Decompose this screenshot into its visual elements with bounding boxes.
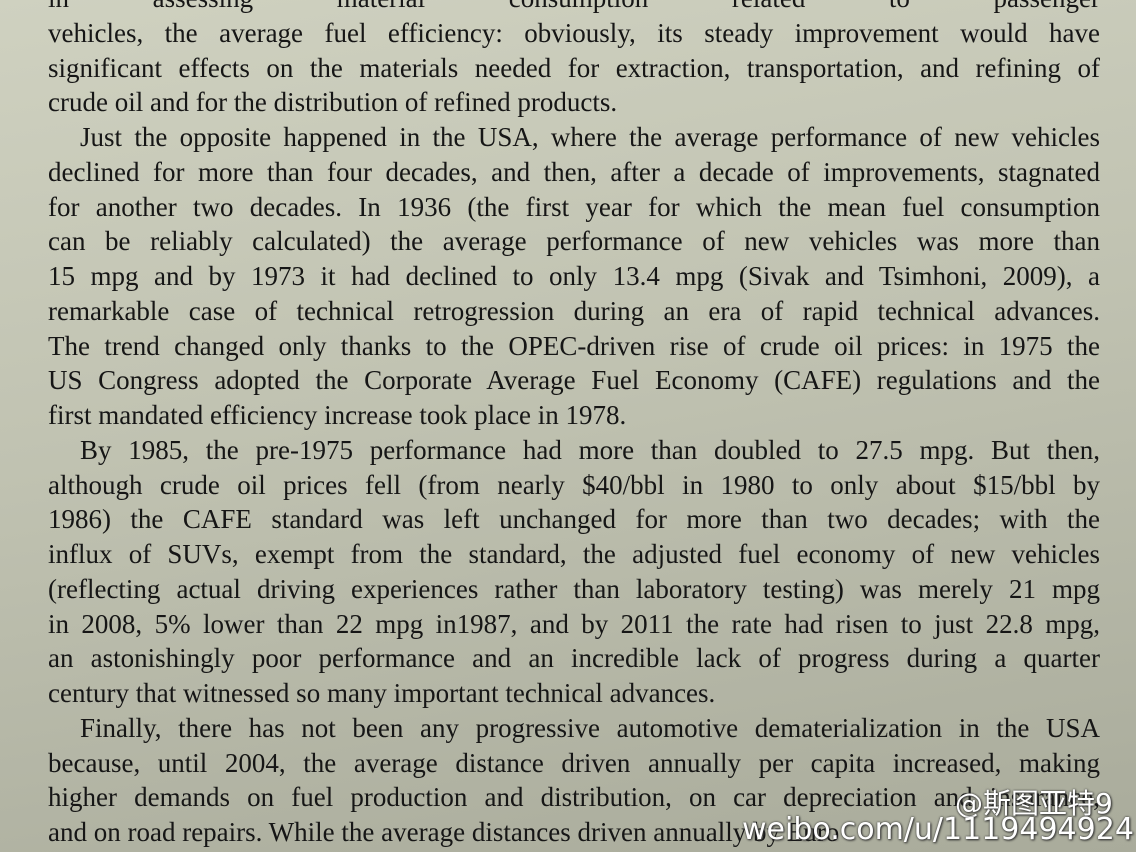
text-line: century that witnessed so many important…: [48, 678, 716, 708]
text-line: 1986) the CAFE standard was left unchang…: [48, 504, 1100, 535]
text-line: influx of SUVs, exempt from the standard…: [48, 539, 1100, 569]
text-line: crude oil and for the distribution of re…: [48, 87, 618, 118]
text-line: Finally, there has not been any progress…: [80, 712, 1100, 743]
watermark-handle: @斯图亚特9: [955, 787, 1113, 820]
text-line: because, until 2004, the average distanc…: [48, 747, 1100, 778]
text-line: Just the opposite happened in the USA, w…: [80, 122, 1100, 152]
text-line: declined for more than four decades, and…: [48, 156, 1100, 187]
text-line: 15 mpg and by 1973 it had declined to on…: [48, 261, 1100, 291]
text-line: (reflecting actual driving experiences r…: [48, 573, 1100, 604]
text-line: for another two decades. In 1936 (the fi…: [48, 191, 1100, 222]
text-line: vehicles, the average fuel efficiency: o…: [48, 17, 1100, 48]
text-line: in 2008, 5% lower than 22 mpg in1987, an…: [48, 608, 1100, 639]
text-line: significant effects on the materials nee…: [48, 52, 1100, 83]
text-line: in assessing material consumption relate…: [48, 0, 1100, 14]
watermark-url: weibo.com/u/1119494924: [742, 812, 1134, 847]
text-line: US Congress adopted the Corporate Averag…: [48, 365, 1100, 396]
text-line: and on road repairs. While the average d…: [48, 817, 840, 847]
text-line: The trend changed only thanks to the OPE…: [48, 330, 1100, 361]
text-line: higher demands on fuel production and di…: [48, 782, 1100, 813]
text-line: By 1985, the pre-1975 performance had mo…: [80, 434, 1100, 465]
text-line: first mandated efficiency increase took …: [48, 400, 627, 430]
text-line: an astonishingly poor performance and an…: [48, 643, 1100, 674]
text-line: although crude oil prices fell (from nea…: [48, 469, 1100, 500]
text-line: can be reliably calculated) the average …: [48, 226, 1100, 257]
text-line: remarkable case of technical retrogressi…: [48, 295, 1100, 326]
